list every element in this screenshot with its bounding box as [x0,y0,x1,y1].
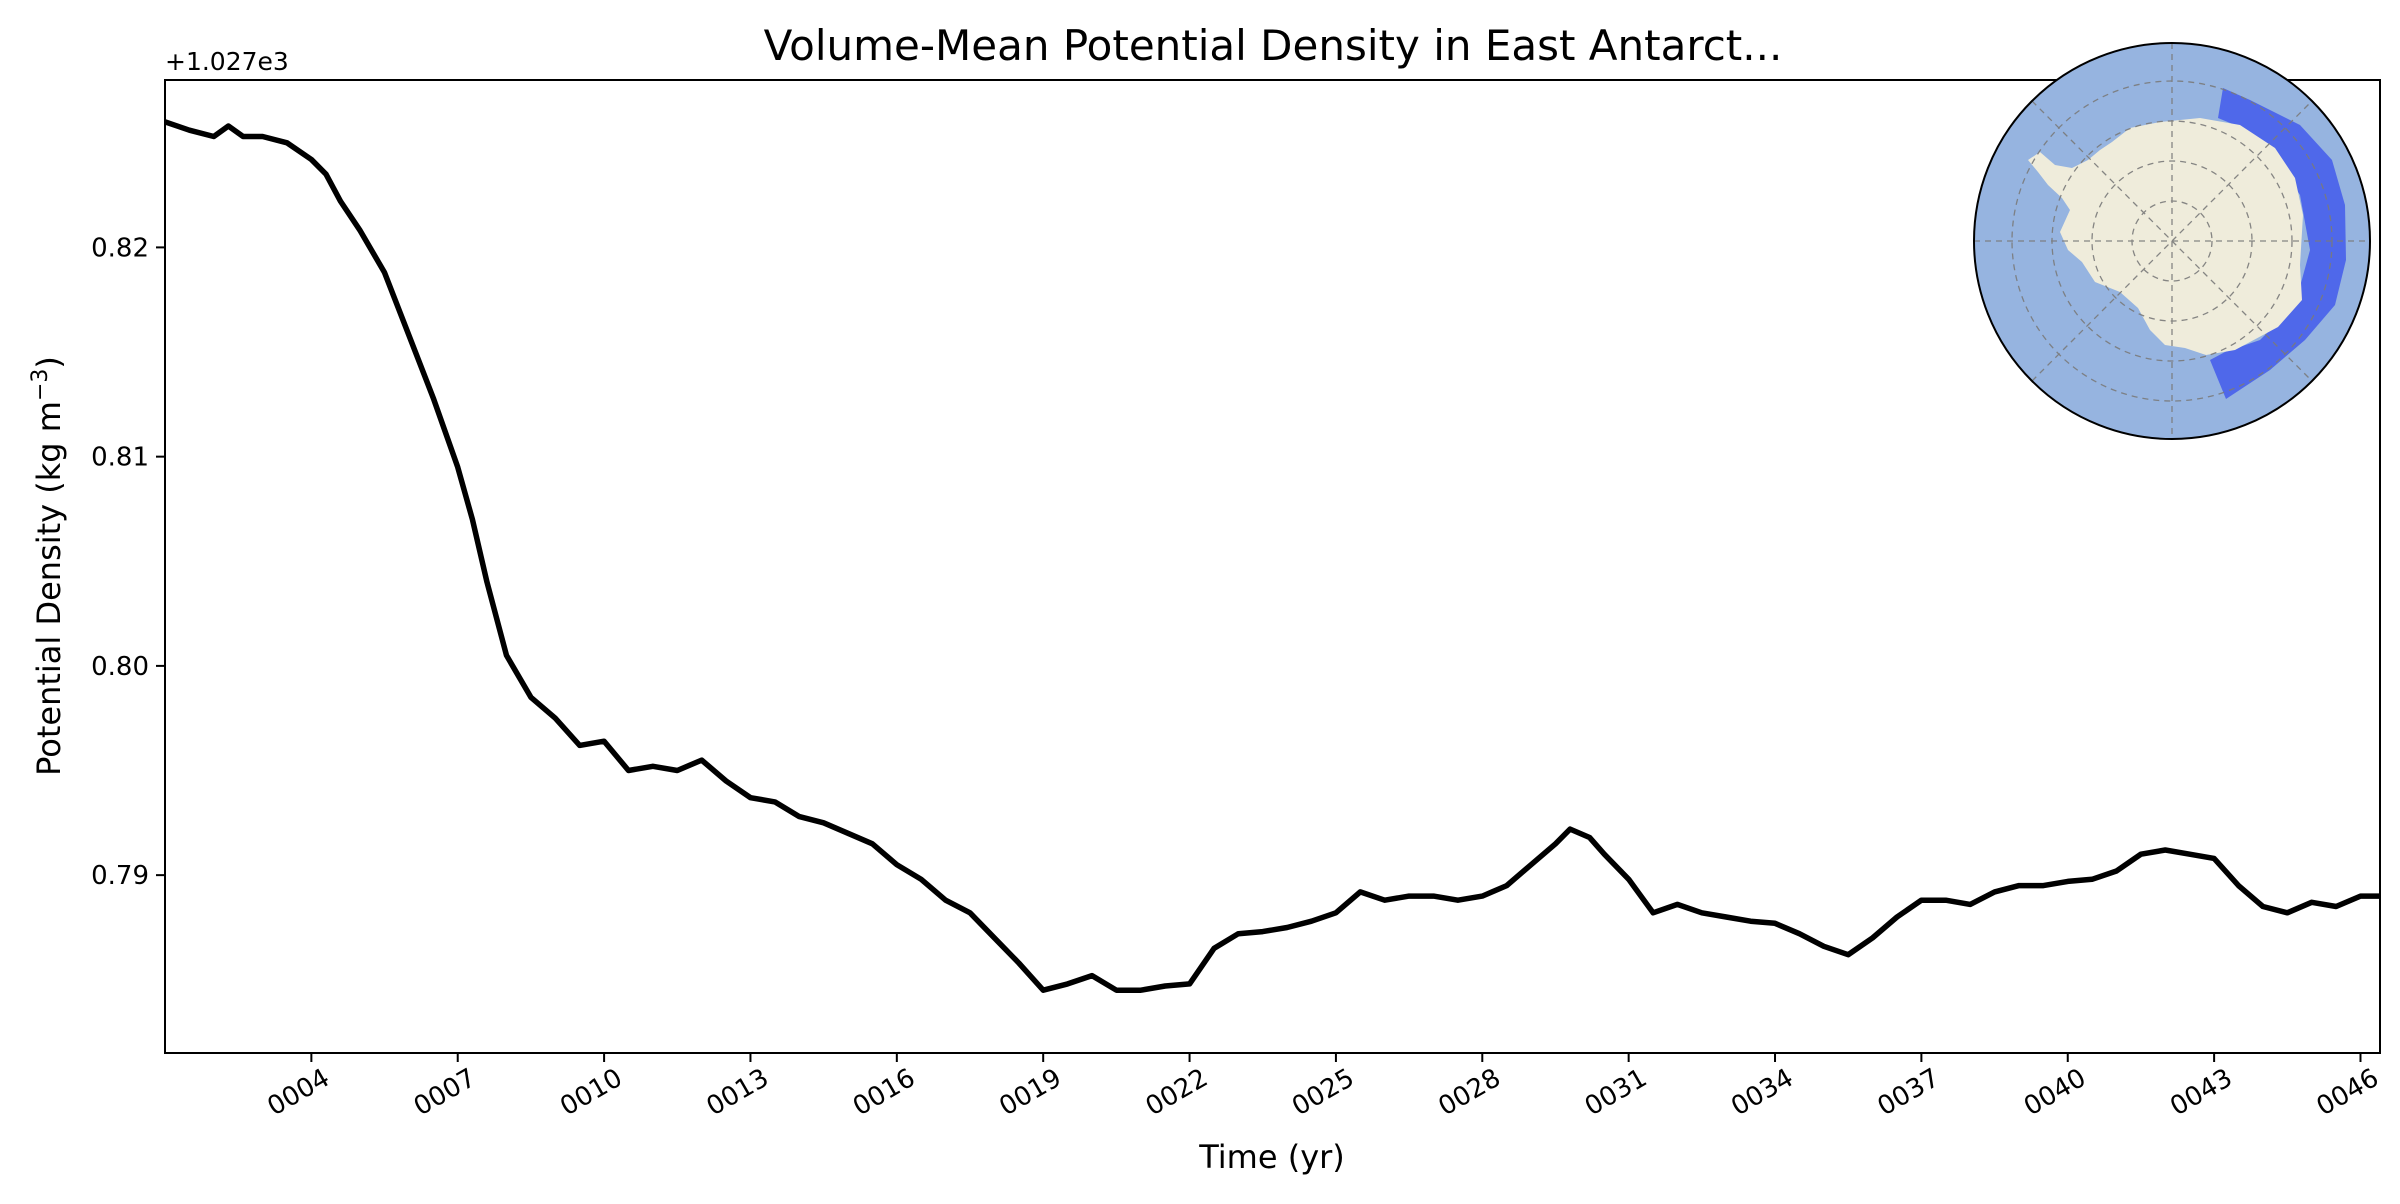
y-offset-text: +1.027e3 [165,47,289,76]
y-axis-label-close: ) [30,356,68,368]
x-axis-label: Time (yr) [1198,1138,1345,1176]
y-axis-label-main: Potential Density (kg m [30,401,68,776]
y-axis-label: Potential Density (kg m−3) [28,356,68,776]
y-tick-label: 0.81 [91,443,149,473]
chart-title: Volume-Mean Potential Density in East An… [764,21,1783,70]
y-axis-label-exponent: −3 [28,369,53,401]
map-graticule [1974,43,2370,439]
map-boundary [1973,42,2371,440]
antarctica-inset-map [1973,42,2371,440]
y-axis-ticks: 0.79 0.80 0.81 0.82 [91,233,165,891]
y-tick-label: 0.79 [91,861,149,891]
series-line [165,119,2380,993]
map-region-highlight [2210,88,2346,399]
map-antarctica-land [2028,118,2303,355]
axes-frame [164,79,2381,1054]
y-tick-label: 0.80 [91,652,149,682]
y-tick-label: 0.82 [91,233,149,263]
